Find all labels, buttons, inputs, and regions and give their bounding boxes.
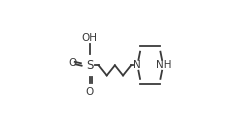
Text: O: O [68, 58, 76, 68]
Text: N: N [133, 60, 141, 70]
Text: S: S [86, 59, 93, 72]
Text: O: O [86, 87, 94, 98]
Text: OH: OH [82, 33, 98, 43]
Text: NH: NH [156, 60, 172, 70]
